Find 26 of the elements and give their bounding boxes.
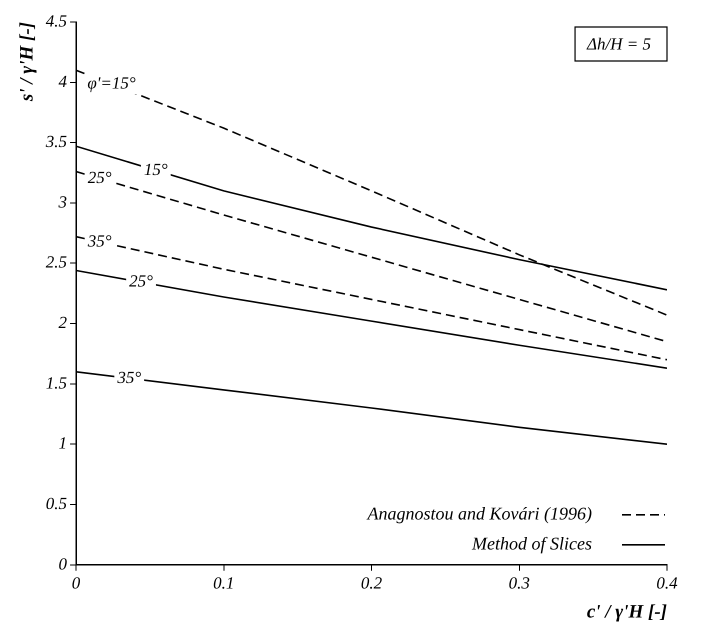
y-tick-label: 1.5 bbox=[46, 373, 68, 392]
x-tick-label: 0.2 bbox=[360, 573, 383, 592]
annotation: Δh/H = 5 bbox=[586, 34, 652, 54]
annotation: Anagnostou and Kovári (1996) bbox=[366, 504, 592, 524]
series-label: 35° bbox=[116, 368, 142, 387]
series-label: φ'=15° bbox=[87, 74, 136, 93]
x-tick-label: 0.1 bbox=[213, 573, 234, 592]
y-tick-label: 0 bbox=[58, 554, 68, 574]
y-tick-label: 0.5 bbox=[46, 494, 68, 513]
y-tick-label: 2 bbox=[58, 313, 68, 332]
y-tick-label: 3.5 bbox=[44, 132, 68, 152]
series-label: 35° bbox=[86, 231, 112, 250]
x-tick-label: 0.3 bbox=[508, 573, 530, 592]
x-tick-label: 0 bbox=[72, 573, 81, 592]
x-axis-title: c' / γ'H [-] bbox=[586, 602, 667, 623]
y-tick-label: 1 bbox=[58, 434, 68, 453]
series-label: 25° bbox=[129, 272, 154, 291]
y-tick-label: 4.5 bbox=[46, 11, 68, 30]
x-tick-label: 0.4 bbox=[656, 573, 678, 592]
annotation: Method of Slices bbox=[471, 534, 592, 554]
series-label: 25° bbox=[88, 168, 112, 187]
series-label: 15° bbox=[144, 160, 168, 179]
y-tick-label: 4 bbox=[58, 72, 68, 91]
y-tick-label: 3 bbox=[58, 192, 68, 212]
y-tick-label: 2.5 bbox=[46, 252, 68, 272]
y-axis-title: s' / γ'H [-] bbox=[16, 22, 38, 102]
